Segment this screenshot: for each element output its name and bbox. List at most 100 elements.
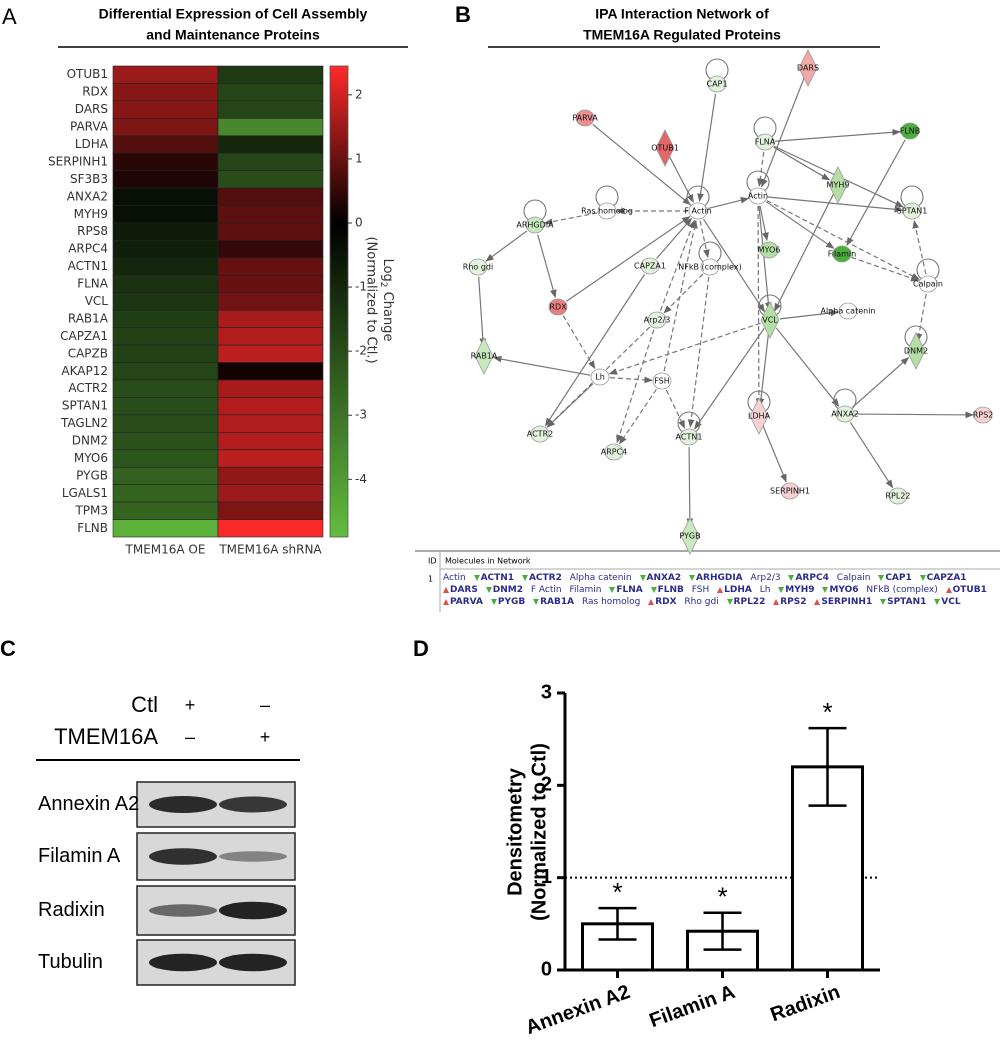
network-node	[828, 166, 848, 204]
network-node-label: PYGB	[679, 532, 700, 541]
molecule: FLNA	[609, 585, 643, 595]
network-edge	[851, 256, 920, 282]
heatmap-cell	[217, 432, 324, 451]
molecule-name: LDHA	[724, 585, 752, 595]
heatmap-cell	[112, 414, 219, 433]
network-node-label: VCL	[762, 316, 778, 325]
row-label: PARVA	[70, 120, 109, 134]
heatmap-cell	[112, 83, 219, 102]
network-edge	[707, 196, 750, 210]
heatmap-cell	[112, 187, 219, 206]
heatmap-cell	[112, 309, 219, 328]
molecule-name: RDX	[655, 597, 677, 607]
heatmap-cell	[217, 83, 324, 102]
molecule-name: RPS2	[780, 597, 807, 607]
heatmap-cell	[217, 344, 324, 363]
heatmap-cell	[112, 397, 219, 416]
molecule: Lh	[760, 585, 771, 595]
molecule-name: ARHGDIA	[696, 573, 743, 583]
network-edge	[543, 212, 598, 225]
row-label: CAPZA1	[60, 329, 108, 343]
molecule-name: SERPINH1	[821, 597, 873, 607]
heatmap-cell	[217, 100, 324, 119]
molecule: ACTN1	[473, 573, 514, 583]
x-tick-label: Filamin A	[647, 981, 738, 1032]
molecule-name: Filamin	[569, 585, 602, 595]
regulation-icon	[533, 598, 540, 605]
regulation-icon	[878, 574, 885, 581]
heatmap-cell	[217, 327, 324, 346]
network-edge	[761, 77, 805, 188]
regulation-icon	[788, 574, 795, 581]
blot-band	[219, 796, 287, 813]
network-node-label: MYH9	[827, 181, 850, 190]
colorbar-label-part: Log	[381, 259, 396, 282]
network-node-label: NFkB (complex)	[678, 263, 741, 272]
row-label: LDHA	[75, 137, 109, 151]
network-node-label: Arp2/3	[644, 316, 671, 325]
row-label: DNM2	[72, 434, 108, 448]
molecule-name: FSH	[691, 585, 710, 595]
regulation-icon	[717, 586, 724, 593]
table-row-id: 1	[428, 575, 433, 584]
molecule: LDHA	[717, 585, 752, 595]
heatmap-cell	[112, 152, 219, 171]
network-edge	[592, 123, 691, 206]
network-edge	[773, 146, 831, 181]
molecule: DNM2	[485, 585, 523, 595]
network-edge	[767, 196, 903, 213]
network-edge	[478, 276, 487, 347]
network-edge	[854, 411, 974, 419]
network-node-label: LDHA	[748, 412, 771, 421]
heatmap-cell	[112, 292, 219, 311]
regulation-icon	[778, 586, 785, 593]
row-label: ACTR2	[68, 381, 108, 395]
molecule-name: VCL	[941, 597, 961, 607]
panel-label: D	[413, 636, 429, 661]
significance: *	[822, 697, 832, 727]
heatmap-cell	[217, 118, 324, 137]
molecule: Ras homolog	[582, 597, 640, 607]
row-label: RPS8	[77, 224, 108, 238]
lane-mark: +	[185, 695, 196, 715]
network-node-label: PARVA	[572, 114, 598, 123]
network-title: IPA Interaction Network of	[595, 6, 769, 22]
network-edge	[697, 93, 717, 202]
heatmap-cell	[112, 275, 219, 294]
row-label: MYO6	[74, 451, 108, 465]
row-label: VCL	[85, 294, 109, 308]
y-tick-label: 1	[541, 866, 552, 888]
network-edges	[478, 77, 974, 527]
heatmap-cell	[112, 118, 219, 137]
network-node-label: Alpha catenin	[820, 307, 875, 316]
colorbar-label-line: (Normalized to Ctl.)	[364, 236, 379, 363]
network-node	[679, 428, 699, 446]
molecule-name: RAB1A	[540, 597, 575, 607]
network-edge	[616, 329, 655, 444]
molecule-name: CAPZA1	[926, 573, 967, 583]
molecule-name: ARPC4	[795, 573, 829, 583]
heatmap-cell	[112, 484, 219, 503]
heatmap-cell	[112, 65, 219, 84]
blot-band	[149, 796, 217, 813]
molecule: Actin	[443, 573, 466, 583]
network-edge	[773, 193, 835, 312]
colorbar-tick-label: -3	[355, 408, 367, 422]
molecule-name: DARS	[450, 585, 478, 595]
network-edge	[609, 376, 653, 384]
network-node-label: FSH	[654, 377, 670, 386]
blot-band	[219, 953, 287, 972]
network-edge	[663, 273, 704, 314]
network-edge	[619, 388, 657, 445]
molecule: SERPINH1	[814, 597, 872, 607]
network-node	[748, 187, 768, 205]
row-label: PYGB	[76, 468, 108, 482]
molecule-name: Actin	[443, 573, 466, 583]
molecule: ACTR2	[521, 573, 562, 583]
heatmap-cell	[112, 100, 219, 119]
network-node-label: RAB1A	[471, 352, 498, 361]
network-node	[902, 202, 922, 220]
network-node	[973, 406, 993, 424]
molecule-name: RPL22	[733, 597, 766, 607]
heatmap-cell	[112, 362, 219, 381]
